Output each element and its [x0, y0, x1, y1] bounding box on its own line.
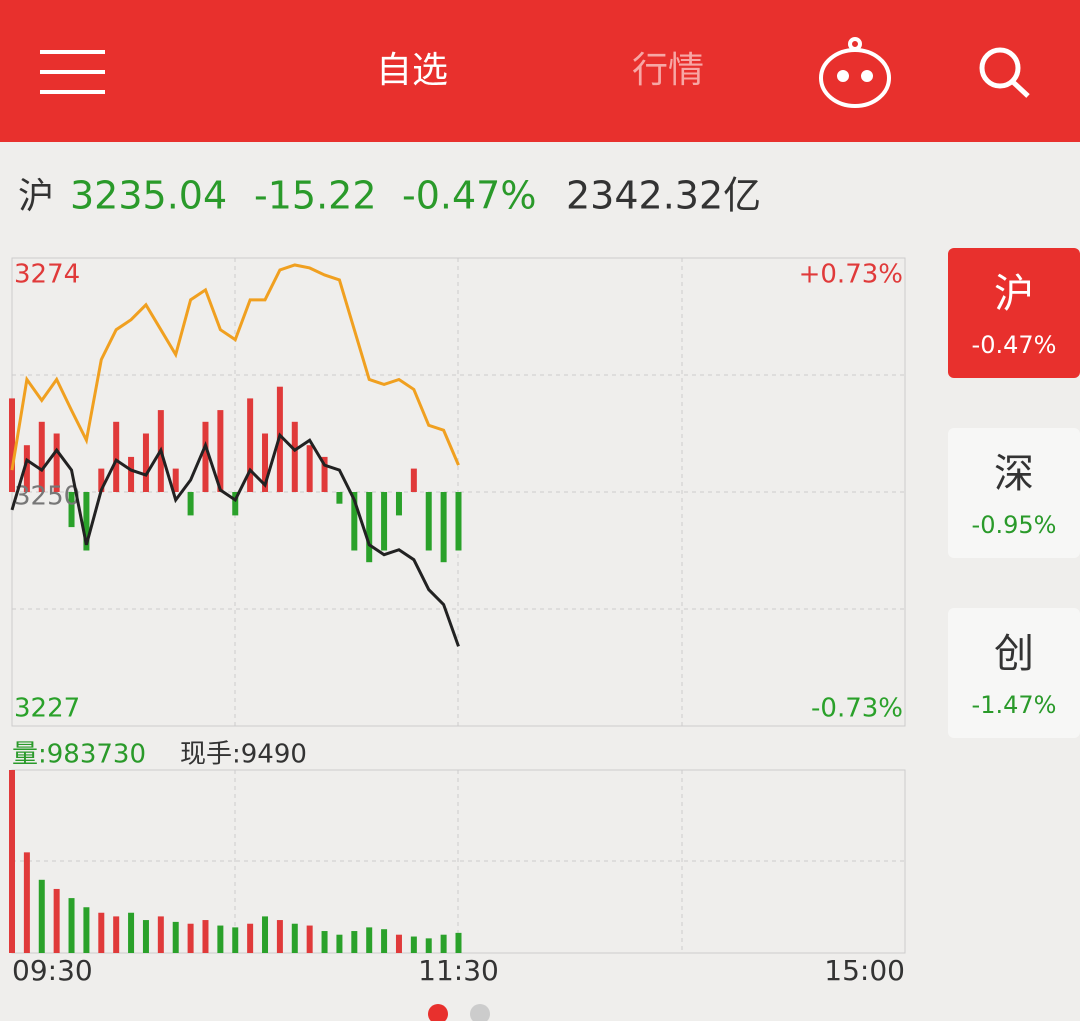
diff-bar: [38, 421, 45, 492]
page-dot[interactable]: [428, 1004, 448, 1021]
diff-bar: [187, 492, 194, 516]
side-tab-name: 深: [994, 451, 1034, 497]
diff-bar: [321, 456, 328, 492]
volume-bar: [336, 934, 343, 953]
volume-bar: [217, 925, 224, 953]
side-tab-pct: -1.47%: [972, 691, 1057, 719]
volume-bar: [276, 920, 283, 953]
side-tab-pct: -0.95%: [972, 511, 1057, 539]
diff-bar: [98, 468, 105, 492]
diff-bar: [232, 492, 239, 516]
diff-bar: [202, 421, 209, 492]
diff-bar: [23, 445, 30, 492]
y2-tick-label: -0.73%: [811, 694, 903, 724]
volume-bar: [113, 916, 120, 953]
diff-bar: [9, 398, 15, 492]
side-tab[interactable]: [948, 428, 1080, 558]
volume-bar: [23, 852, 30, 953]
diff-bar: [68, 492, 75, 528]
volume-bar: [321, 931, 328, 953]
y-tick-label: 3227: [14, 694, 80, 724]
volume-bar: [440, 934, 447, 953]
side-tabs: 沪 -0.47% 深 -0.95% 创 -1.47%: [948, 248, 1080, 738]
market: 沪: [18, 176, 54, 217]
volume-bar: [68, 898, 75, 953]
diff-bar: [336, 492, 343, 504]
volume-bar: [262, 916, 269, 953]
diff-bar: [455, 492, 462, 551]
volume-bar: [98, 912, 105, 953]
volume-bar: [425, 938, 432, 953]
diff-bar: [395, 492, 402, 516]
y-tick-label: 3274: [14, 260, 80, 290]
page-dot[interactable]: [470, 1004, 490, 1021]
x-tick-label: 15:00: [824, 954, 905, 987]
price: 3235.04: [70, 174, 227, 218]
volume-bar: [9, 770, 15, 953]
volume-bar: [247, 923, 254, 953]
volume-bar: [455, 932, 462, 953]
volume-bar: [291, 923, 298, 953]
diff-bar: [381, 492, 388, 551]
volume-bar: [232, 927, 239, 953]
tab[interactable]: 自选: [376, 50, 448, 91]
diff-bar: [262, 433, 269, 492]
volume-bar: [410, 936, 417, 953]
diff-bar: [128, 456, 135, 492]
volume-bar: [142, 920, 149, 953]
volume-bar: [351, 931, 358, 953]
volume-bar: [83, 907, 90, 953]
volume-bar: [53, 888, 60, 953]
side-tab-name: 沪: [994, 271, 1034, 317]
volume-bar: [395, 934, 402, 953]
diff-bar: [113, 421, 120, 492]
change: -15.22: [254, 174, 377, 218]
side-tab[interactable]: [948, 608, 1080, 738]
diff-bar: [425, 492, 432, 551]
change-pct: -0.47%: [402, 174, 536, 218]
series-line: [10, 263, 460, 471]
menu-icon[interactable]: [40, 50, 105, 94]
diff-bar: [142, 433, 149, 492]
top-bar: [0, 0, 1080, 142]
y2-tick-label: +0.73%: [799, 260, 903, 290]
volume-bar: [128, 912, 135, 953]
tab[interactable]: 行情: [632, 50, 704, 91]
y-tick-label: 3250: [14, 481, 80, 511]
volume-bar: [38, 879, 45, 953]
diff-bar: [351, 492, 358, 551]
diff-bar: [53, 433, 60, 492]
diff-bar: [366, 492, 373, 563]
side-tab-name: 创: [994, 631, 1034, 677]
volume-bar: [202, 920, 209, 953]
turnover: 2342.32亿: [566, 174, 761, 218]
x-tick-label: 11:30: [418, 954, 499, 987]
diff-bar: [291, 421, 298, 492]
volume-bar: [157, 916, 164, 953]
side-tab[interactable]: [948, 248, 1080, 378]
robot-icon[interactable]: [819, 37, 891, 108]
volume-bar: [366, 927, 373, 953]
diff-bar: [217, 410, 224, 492]
search-icon[interactable]: [979, 47, 1030, 98]
volume-bar: [172, 921, 179, 953]
diff-bar: [410, 468, 417, 492]
diff-bar: [172, 468, 179, 492]
side-tab-pct: -0.47%: [972, 331, 1057, 359]
hand-label: 现手:9490: [180, 740, 307, 770]
volume-bar: [381, 929, 388, 953]
diff-bar: [440, 492, 447, 563]
diff-bar: [83, 492, 90, 551]
series-line: [10, 432, 460, 647]
diff-bar: [247, 398, 254, 492]
volume-bar: [306, 925, 313, 953]
x-tick-label: 09:30: [12, 954, 93, 987]
volume-bar: [187, 923, 194, 953]
diff-bar: [306, 445, 313, 492]
volume-label: 量:983730: [12, 740, 146, 770]
